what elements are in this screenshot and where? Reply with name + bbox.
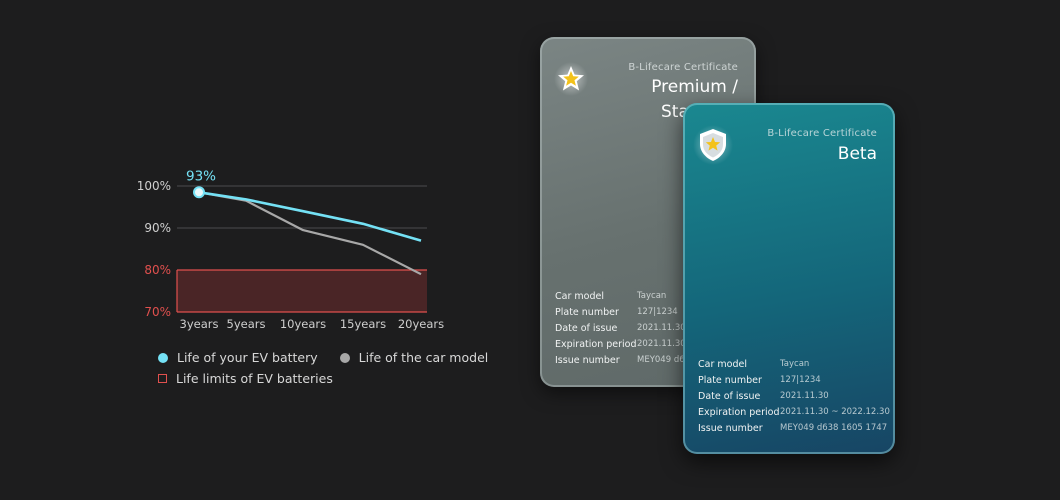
- card-label: B-Lifecare Certificate: [767, 128, 877, 139]
- info-key: Date of issue: [555, 322, 618, 334]
- card-title-line2: Sta: [661, 102, 689, 122]
- info-key: Plate number: [555, 306, 619, 318]
- info-row-expiration-period: Expiration period 2021.11.30: [555, 336, 686, 352]
- gray-dot-icon: [339, 352, 350, 363]
- cyan-dot-icon: [158, 352, 168, 363]
- highlight-value-label: 93%: [186, 168, 216, 184]
- y-tick-label: 80%: [144, 263, 171, 277]
- card-label: B-Lifecare Certificate: [628, 62, 738, 73]
- info-key: Expiration period: [698, 406, 780, 418]
- legend-item-life-limits: Life limits of EV batteries: [158, 371, 333, 386]
- info-key: Expiration period: [555, 338, 637, 350]
- info-key: Plate number: [698, 374, 762, 386]
- legend-label-life-limits: Life limits of EV batteries: [176, 371, 333, 386]
- legend-item-ev-battery: Life of your EV battery: [158, 350, 318, 365]
- info-value: Taycan: [780, 359, 810, 369]
- info-row-plate-number: Plate number 127|1234: [698, 372, 890, 388]
- certificate-card-beta[interactable]: B-Lifecare Certificate Beta Car model Ta…: [683, 103, 895, 454]
- info-value: Taycan: [637, 291, 667, 301]
- info-row-issue-number: Issue number MEY049 d6: [555, 352, 686, 368]
- info-row-date-of-issue: Date of issue 2021.11.30: [698, 388, 890, 404]
- battery-life-chart: 100% 90% 80% 70% 3years 5years 10years 15years…: [137, 168, 444, 331]
- car-model-line: [198, 191, 422, 276]
- x-tick-label: 3years: [180, 317, 219, 331]
- info-value: 2021.11.30: [637, 339, 686, 349]
- info-row-issue-number: Issue number MEY049 d638 1605 1747: [698, 420, 890, 436]
- red-square-icon: [158, 374, 167, 383]
- info-row-date-of-issue: Date of issue 2021.11.30: [555, 320, 686, 336]
- chart-legend: Life of your EV battery Life of the car …: [158, 347, 510, 389]
- info-value: 127|1234: [637, 307, 678, 317]
- info-value: MEY049 d638 1605 1747: [780, 423, 888, 433]
- legend-item-car-model: Life of the car model: [339, 350, 489, 365]
- y-tick-label: 90%: [144, 221, 171, 235]
- card-info-list: Car model Taycan Plate number 127|1234 D…: [698, 356, 890, 436]
- info-value: 127|1234: [780, 375, 821, 385]
- info-key: Issue number: [698, 422, 763, 434]
- info-value: 2021.11.30: [780, 391, 829, 401]
- shield-star-icon: [693, 125, 733, 165]
- y-tick-label: 100%: [137, 179, 171, 193]
- card-title: Premium /: [651, 77, 738, 97]
- info-value: 2021.11.30: [637, 323, 686, 333]
- info-row-expiration-period: Expiration period 2021.11.30 ~ 2022.12.3…: [698, 404, 890, 420]
- info-value: MEY049 d6: [637, 355, 685, 365]
- info-key: Car model: [698, 358, 747, 370]
- legend-label-ev-battery: Life of your EV battery: [177, 350, 318, 365]
- x-tick-label: 20years: [398, 317, 444, 331]
- star-icon: [554, 62, 588, 96]
- info-row-car-model: Car model Taycan: [555, 288, 686, 304]
- legend-label-car-model: Life of the car model: [358, 350, 489, 365]
- life-limit-band: [177, 270, 427, 312]
- card-title: Beta: [837, 144, 877, 164]
- x-tick-label: 15years: [340, 317, 386, 331]
- info-key: Date of issue: [698, 390, 761, 402]
- card-info-list: Car model Taycan Plate number 127|1234 D…: [555, 288, 686, 368]
- info-key: Issue number: [555, 354, 620, 366]
- y-tick-label: 70%: [144, 305, 171, 319]
- info-value: 2021.11.30 ~ 2022.12.30: [780, 407, 890, 417]
- x-tick-label: 5years: [227, 317, 266, 331]
- info-row-plate-number: Plate number 127|1234: [555, 304, 686, 320]
- ev-battery-line: [198, 191, 422, 242]
- info-row-car-model: Car model Taycan: [698, 356, 890, 372]
- x-tick-label: 10years: [280, 317, 326, 331]
- start-point-marker: [193, 186, 205, 199]
- info-key: Car model: [555, 290, 604, 302]
